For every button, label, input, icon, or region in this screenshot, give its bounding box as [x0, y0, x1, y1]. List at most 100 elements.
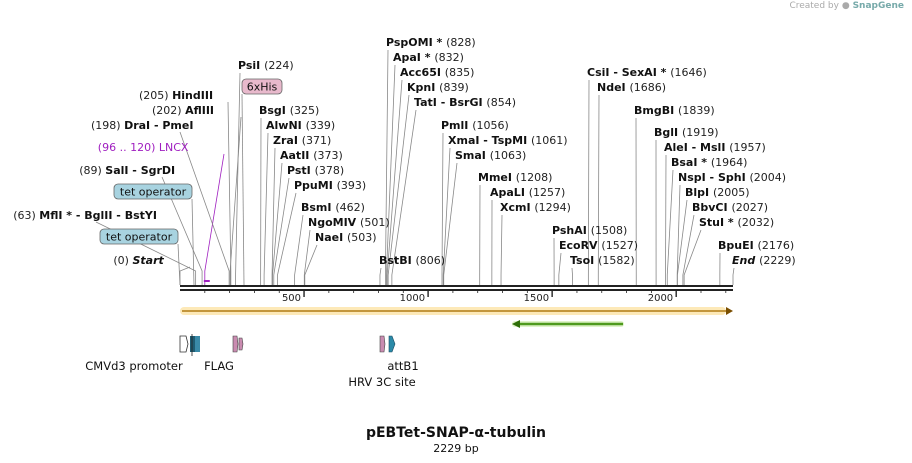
orf-arrow-head: [726, 307, 733, 315]
his-glyph: [232, 335, 239, 353]
site-position: (2004): [750, 171, 787, 184]
ruler-tick-label: 2000: [648, 293, 673, 304]
site-label-blpi: BlpI (2005): [685, 186, 750, 199]
site-label-bsai: BsaI * (1964): [671, 156, 747, 169]
leader-line-psti: [273, 177, 290, 285]
site-name: BlpI: [685, 186, 713, 199]
leader-line-bstbi: [379, 267, 382, 285]
attb1-label: attB1: [387, 359, 418, 373]
site-label-kpni: KpnI (839): [407, 81, 469, 94]
site-label-csii: CsiI - SexAI * (1646): [587, 66, 707, 79]
site-position: (224): [264, 59, 294, 72]
site-position: (1957): [729, 141, 766, 154]
snapgene-credit: Created by ● SnapGene: [789, 1, 904, 11]
cmvd3-promoter-label: CMVd3 promoter: [85, 359, 183, 373]
site-name: PpuMI: [294, 179, 337, 192]
leader-line-xmai: [442, 147, 451, 285]
leader-line-blpi: [677, 199, 688, 285]
sequence-backbone: [180, 285, 733, 291]
leader-line-lncx: [204, 153, 225, 285]
leader-line-sali: [161, 176, 203, 285]
site-name: HindIII: [172, 89, 213, 102]
leader-line-pspomi: [385, 49, 389, 285]
leader-line-nspi: [676, 184, 681, 285]
site-label-tsoi: TsoI (1582): [570, 254, 635, 267]
site-name: AlwNI: [266, 119, 306, 132]
small-features: [179, 334, 396, 356]
orf-arrow: [180, 307, 733, 315]
site-position: (501): [360, 216, 390, 229]
leader-line-hindiii: [227, 101, 232, 285]
site-label-stui: StuI * (2032): [699, 216, 774, 229]
plasmid-name: pEBTet-SNAP-α-tubulin: [366, 425, 546, 441]
leader-line-bbvci: [682, 214, 695, 285]
site-label-afliii: (202) AflIII: [152, 104, 214, 117]
leader-line-drai: [179, 131, 230, 285]
site-name: MmeI: [478, 171, 516, 184]
site-position: (2032): [738, 216, 775, 229]
site-label-bsmi: BsmI (462): [301, 201, 365, 214]
site-name: AatII: [280, 149, 313, 162]
site-name: BglI: [654, 126, 682, 139]
leader-line-end: [732, 267, 735, 285]
site-position: (1839): [678, 104, 715, 117]
hrv-3c-site-label: HRV 3C site: [348, 375, 415, 389]
site-name: BpuEI: [718, 239, 758, 252]
flag-glyph-left: [190, 336, 195, 352]
site-name: PsiI: [238, 59, 264, 72]
site-label-bgli: BglI (1919): [654, 126, 719, 139]
site-position: (835): [445, 66, 475, 79]
tet-operator-2-label: tet operator: [106, 231, 173, 244]
site-position: (1646): [670, 66, 707, 79]
ruler-tick-label: 1500: [524, 293, 549, 304]
ruler-ticks: 500 1000 1500 2000: [204, 290, 727, 304]
his-tag-label: 6xHis: [247, 81, 278, 94]
site-position: (1508): [591, 224, 628, 237]
site-label-psii: PsiI (224): [238, 59, 294, 72]
credit-prefix: Created by: [789, 1, 839, 11]
tet-operator-1-leader: [191, 198, 195, 286]
site-name: NaeI: [315, 231, 347, 244]
site-name: PspOMI *: [386, 36, 446, 49]
flag-glyph-right: [195, 336, 200, 352]
tet-operator-1-box: [113, 183, 193, 200]
site-label-mmei: MmeI (1208): [478, 171, 552, 184]
feature-arrow-green: [512, 320, 624, 328]
leader-line-tati: [391, 109, 417, 285]
site-position: (1061): [531, 134, 568, 147]
site-position: (373): [313, 149, 343, 162]
leader-line-ppumi: [277, 192, 297, 285]
site-label-lncx: (96 .. 120) LNCX: [98, 141, 189, 154]
site-position: (1208): [516, 171, 553, 184]
site-name: NspI - SphI: [678, 171, 750, 184]
site-position: (1527): [601, 239, 638, 252]
leader-line-bsai: [666, 169, 674, 285]
site-position: (806): [416, 254, 446, 267]
ruler-tick-label: 1000: [400, 293, 425, 304]
site-position: (205): [139, 89, 172, 102]
site-position: (832): [434, 51, 464, 64]
site-name: AflIII: [185, 104, 214, 117]
site-name: ZraI: [273, 134, 302, 147]
site-position: (1919): [682, 126, 719, 139]
site-name: BsaI *: [671, 156, 711, 169]
leader-line-apai: [386, 64, 396, 285]
site-label-drai: (198) DraI - PmeI: [91, 119, 193, 132]
site-label-hindiii: (205) HindIII: [139, 89, 213, 102]
leader-line-csii: [587, 79, 590, 285]
site-label-ppumi: PpuMI (393): [294, 179, 366, 192]
site-label-bmgbi: BmgBI (1839): [634, 104, 715, 117]
site-name: DraI - PmeI: [124, 119, 193, 132]
his-glyph-2: [238, 337, 244, 351]
site-position: (462): [335, 201, 365, 214]
site-label-bstbi: BstBI (806): [379, 254, 445, 267]
site-name: Acc65I: [400, 66, 445, 79]
site-label-xmai: XmaI - TspMI (1061): [448, 134, 568, 147]
site-position: (503): [347, 231, 377, 244]
leader-line-zrai: [271, 147, 276, 285]
site-position: (2176): [758, 239, 795, 252]
restriction-site-labels: (0) Start (63) MflI * - BglII - BstYI (89)…: [13, 36, 795, 267]
site-name: LNCX: [159, 141, 189, 154]
leader-line-aatii: [272, 162, 283, 285]
site-name: End: [732, 254, 759, 267]
